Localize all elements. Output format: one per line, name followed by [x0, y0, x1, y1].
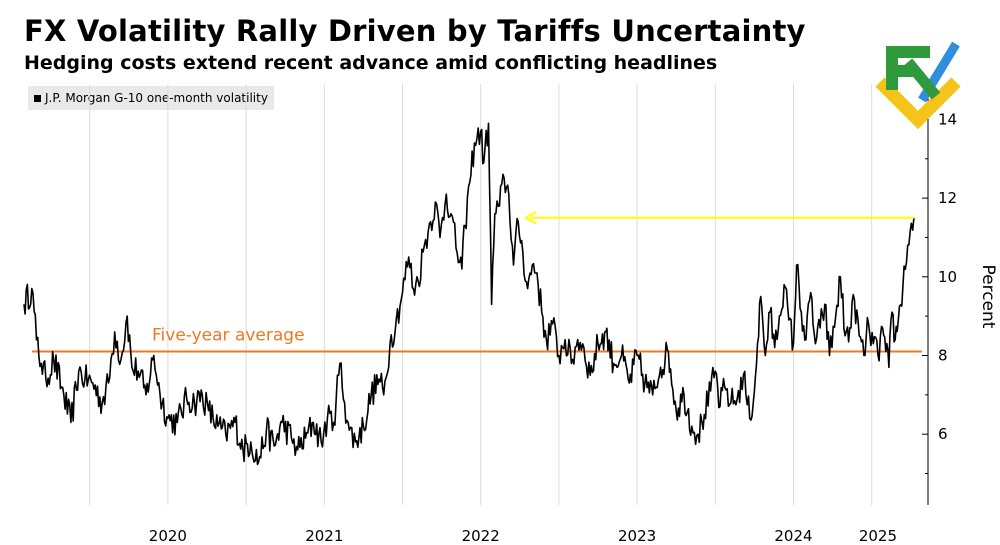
annotation-arrow [524, 210, 914, 225]
y-tick-label: 8 [938, 346, 948, 364]
series-line-g10-volatility [23, 122, 915, 466]
gridlines [89, 84, 873, 505]
chart-legend: J.P. Morgan G-10 one-month volatility [28, 86, 274, 110]
x-tick-label: 2023 [618, 527, 656, 545]
y-axis-ticks: 6 8 10 12 14 [922, 110, 957, 475]
legend-label: J.P. Morgan G-10 one-month volatility [45, 91, 268, 105]
logo-green-stroke [903, 58, 941, 100]
y-tick-label: 10 [938, 268, 957, 286]
y-tick-label: 6 [938, 425, 948, 443]
x-tick-label: 2024 [774, 527, 812, 545]
x-tick-label: 2022 [462, 527, 500, 545]
legend-swatch [34, 95, 41, 102]
y-tick-label: 12 [938, 189, 957, 207]
x-tick-label: 2025 [859, 527, 897, 545]
x-axis-ticks: 2020 2021 2022 2023 2024 2025 [149, 527, 897, 545]
logo-yellow-chevron [875, 77, 961, 130]
x-tick-label: 2020 [149, 527, 187, 545]
chart-subtitle: Hedging costs extend recent advance amid… [24, 52, 718, 74]
y-tick-label: 14 [938, 110, 957, 128]
x-tick-label: 2021 [305, 527, 343, 545]
logo-icon [875, 41, 961, 130]
y-axis-label: Percent [978, 264, 998, 328]
chart-title: FX Volatility Rally Driven by Tariffs Un… [24, 14, 806, 48]
annotation-arrow-head [524, 210, 537, 225]
five-year-average-label: Five-year average [152, 326, 305, 346]
